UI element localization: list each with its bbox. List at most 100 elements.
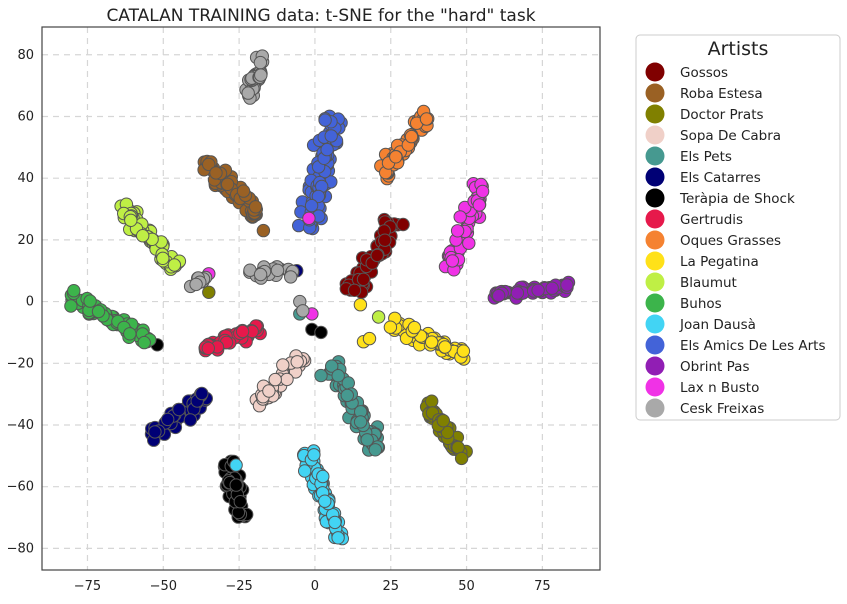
data-point	[124, 213, 138, 228]
series-group	[249, 349, 312, 413]
data-point	[296, 304, 310, 318]
y-tick-label: 40	[17, 171, 34, 186]
legend-label: Oques Grasses	[680, 233, 781, 249]
legend-marker	[645, 104, 665, 124]
y-tick-label: 0	[26, 295, 34, 310]
data-point	[302, 211, 316, 226]
legend-label: Gertrudis	[680, 212, 743, 228]
series-group	[374, 104, 435, 186]
legend-marker	[645, 188, 665, 208]
data-point	[137, 335, 151, 350]
legend-marker	[645, 272, 665, 292]
legend-label: Joan Dausà	[679, 317, 756, 333]
series-group	[229, 444, 349, 546]
y-tick-label: −60	[7, 480, 34, 495]
data-point	[195, 386, 209, 401]
data-point	[445, 254, 460, 268]
data-point	[368, 443, 382, 457]
series-group	[202, 177, 490, 321]
y-tick-label: −20	[7, 356, 34, 371]
data-point	[253, 55, 268, 70]
data-point	[156, 251, 170, 265]
x-tick-label: −75	[74, 579, 101, 594]
data-point	[172, 402, 186, 417]
data-point	[320, 142, 334, 157]
data-point	[472, 198, 486, 212]
data-point	[201, 341, 216, 355]
data-point	[438, 340, 452, 354]
legend: Artists Gossos Roba Estesa Doctor Prats Sop…	[635, 34, 841, 421]
data-point	[202, 285, 216, 299]
legend-marker	[645, 251, 665, 271]
data-point	[314, 368, 328, 383]
legend-marker	[645, 335, 665, 355]
data-point	[324, 129, 338, 143]
legend-label: Blaumut	[680, 275, 737, 291]
data-point	[371, 310, 386, 324]
data-point	[419, 112, 434, 126]
data-point	[91, 304, 106, 319]
chart-title: CATALAN TRAINING data: t-SNE for the "ha…	[106, 6, 535, 26]
data-point	[475, 184, 490, 199]
data-point	[298, 464, 312, 478]
legend-marker	[645, 83, 665, 103]
data-point	[331, 369, 345, 383]
legend-marker	[645, 62, 665, 82]
data-point	[276, 358, 290, 372]
data-point	[560, 278, 574, 292]
data-point	[67, 284, 81, 298]
data-points	[64, 49, 576, 546]
x-tick-label: 25	[382, 579, 399, 594]
data-point	[453, 210, 467, 224]
legend-label: Cesk Freixas	[680, 401, 764, 417]
data-point	[248, 200, 263, 214]
y-tick-label: 80	[17, 48, 34, 63]
series-group	[114, 197, 386, 324]
data-point	[436, 414, 450, 428]
series-group	[292, 109, 348, 236]
data-point	[316, 469, 330, 484]
legend-label: Obrint Pas	[680, 359, 749, 375]
legend-marker	[645, 167, 665, 187]
series-group	[197, 154, 271, 238]
data-point	[314, 325, 328, 340]
legend-label: Sopa De Cabra	[680, 128, 781, 144]
data-point	[425, 335, 439, 349]
legend-label: Lax n Busto	[680, 380, 759, 396]
data-point	[236, 184, 251, 198]
data-point	[202, 157, 216, 172]
data-point	[531, 283, 545, 297]
data-point	[235, 324, 250, 339]
series-group	[198, 319, 267, 358]
data-point	[280, 372, 294, 387]
data-point	[136, 229, 150, 243]
data-point	[353, 298, 368, 312]
data-point	[389, 150, 403, 164]
data-point	[183, 413, 198, 427]
x-tick-label: −25	[225, 579, 252, 594]
data-point	[383, 320, 398, 334]
data-point	[307, 448, 321, 462]
legend-label: Els Pets	[680, 149, 732, 165]
series-group	[202, 285, 473, 466]
plot-frame	[41, 26, 601, 571]
legend-marker	[645, 209, 665, 229]
data-point	[356, 272, 371, 286]
data-point	[161, 412, 175, 427]
data-point	[318, 494, 332, 508]
data-point	[253, 267, 268, 282]
x-tick-label: 0	[311, 579, 319, 594]
data-point	[340, 388, 354, 403]
data-point	[362, 331, 377, 346]
data-point	[189, 277, 203, 292]
data-point	[347, 283, 362, 297]
data-point	[254, 68, 268, 82]
data-point	[404, 129, 419, 144]
data-point	[229, 478, 243, 492]
data-point	[209, 166, 223, 180]
data-point	[360, 433, 374, 447]
legend-label: Buhos	[680, 296, 722, 312]
data-point	[378, 233, 392, 247]
